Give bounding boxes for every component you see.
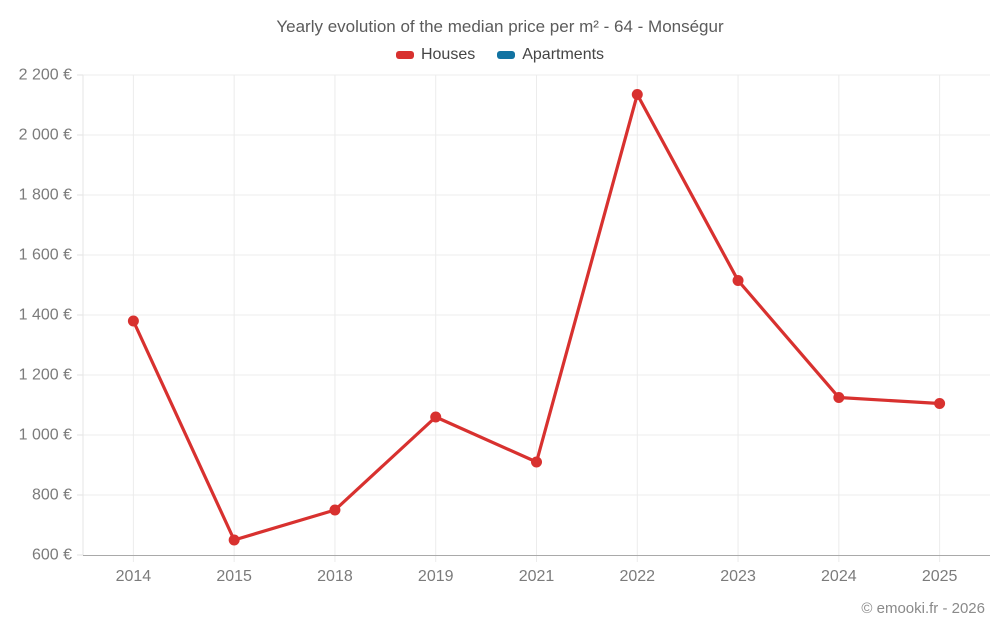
x-tick-label: 2015 (216, 568, 252, 585)
x-tick-label: 2025 (922, 568, 958, 585)
legend-label-houses: Houses (420, 46, 476, 63)
x-tick-label: 2022 (619, 568, 655, 585)
data-point-houses (430, 411, 442, 423)
y-tick-label: 600 € (32, 547, 72, 564)
data-point-houses (833, 392, 845, 403)
data-point-houses (127, 315, 139, 327)
data-point-houses (228, 534, 240, 546)
data-point-houses (631, 89, 643, 100)
legend-label-apartments: Apartments (522, 46, 605, 63)
x-tick-label: 2024 (821, 568, 857, 585)
copyright-attribution: © emooki.fr - 2026 (861, 600, 985, 617)
x-tick-label: 2021 (519, 568, 555, 585)
data-point-houses (934, 398, 946, 409)
legend-item-houses[interactable]: Houses (395, 46, 476, 64)
y-tick-label: 2 200 € (19, 67, 72, 84)
y-tick-label: 1 000 € (19, 427, 72, 444)
x-tick-label: 2014 (116, 568, 152, 585)
legend-item-apartments[interactable]: Apartments (497, 46, 604, 64)
data-point-houses (531, 456, 542, 468)
apartments-swatch-icon (497, 51, 516, 59)
x-tick-label: 2018 (317, 568, 353, 585)
chart-title: Yearly evolution of the median price per… (276, 17, 724, 36)
data-point-houses (329, 504, 341, 516)
y-tick-label: 1 400 € (19, 307, 72, 324)
data-point-houses (732, 275, 744, 286)
chart-legend: Houses Apartments (0, 46, 1000, 64)
y-tick-label: 1 800 € (19, 187, 72, 204)
y-tick-label: 1 600 € (19, 247, 72, 264)
y-tick-label: 800 € (32, 487, 72, 504)
y-tick-label: 1 200 € (19, 367, 72, 384)
y-tick-label: 2 000 € (19, 127, 72, 144)
x-tick-label: 2023 (720, 568, 756, 585)
houses-swatch-icon (395, 51, 414, 59)
x-tick-label: 2019 (418, 568, 454, 585)
